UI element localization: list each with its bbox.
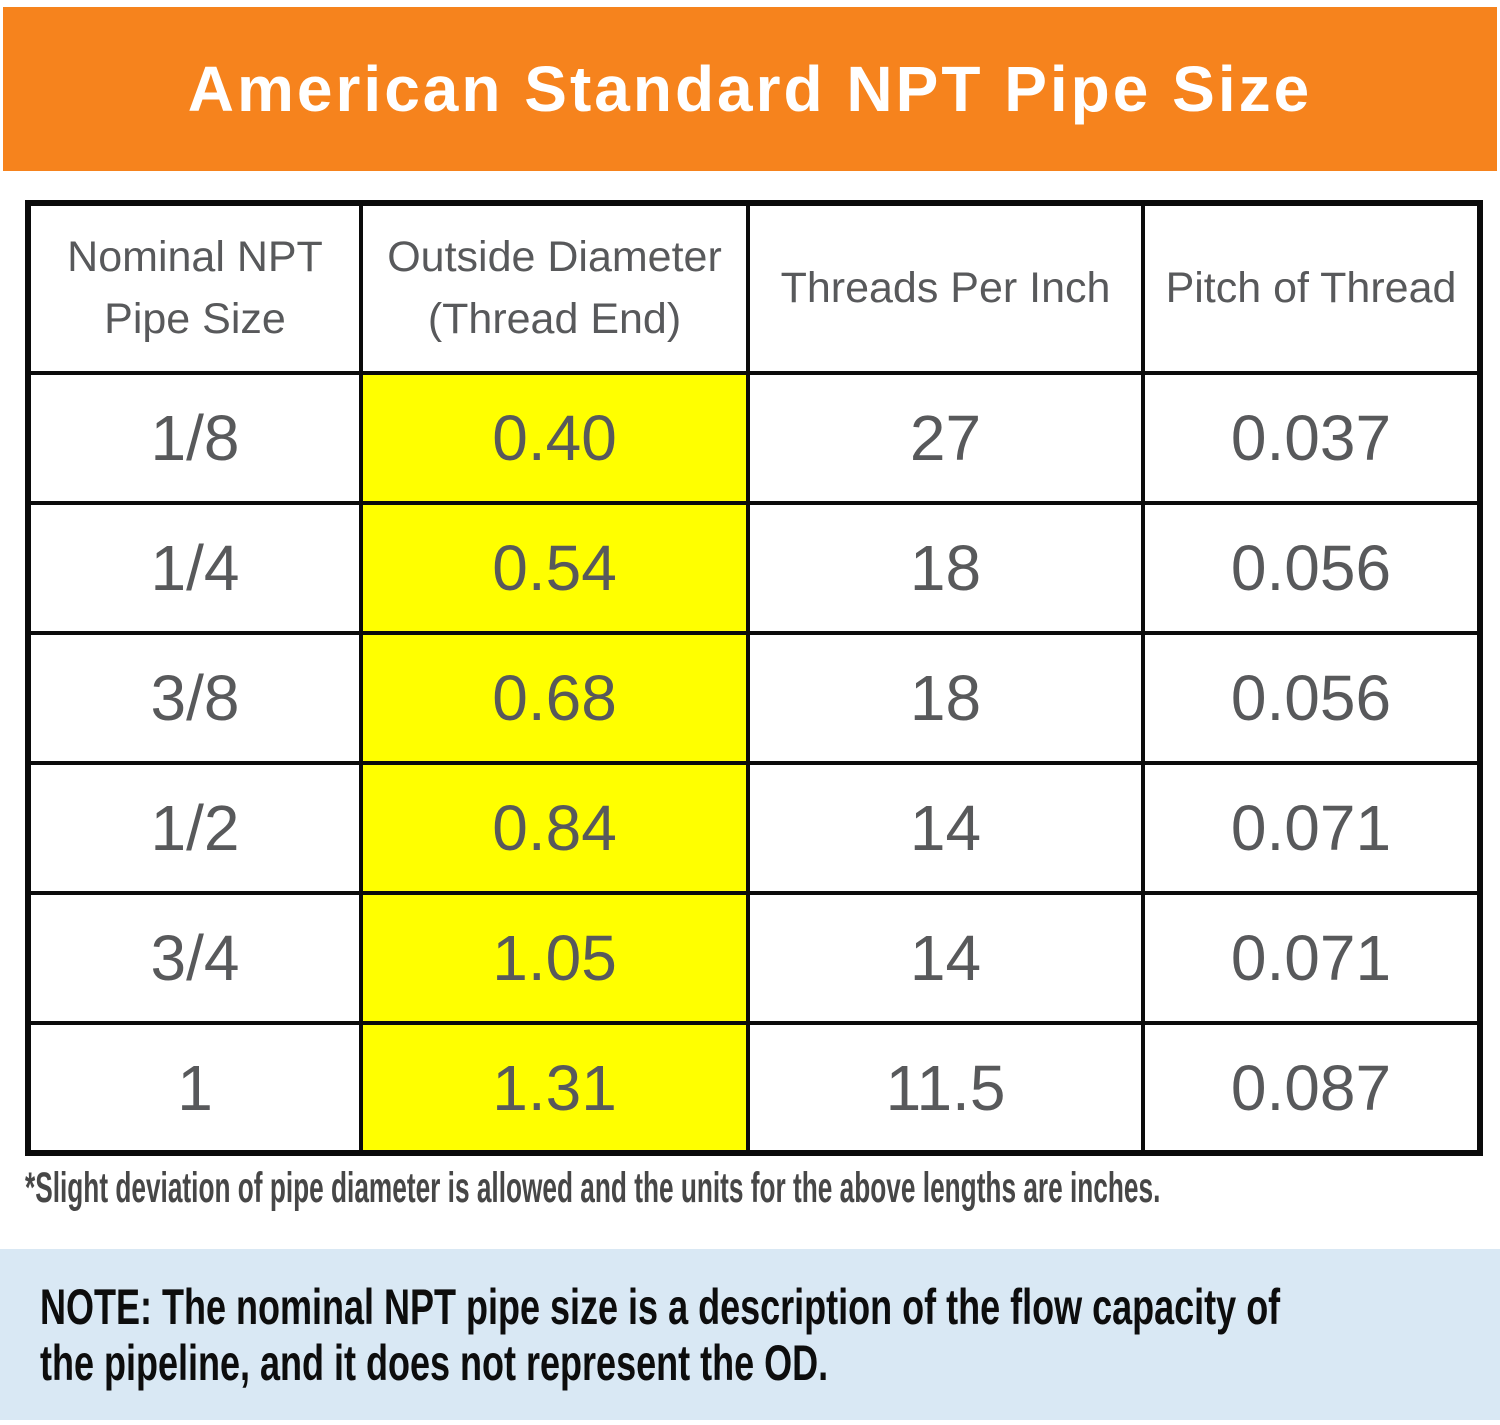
cell-pipe-size: 1/8 [26, 371, 363, 505]
col-header-nominal-pipe-size: Nominal NPT Pipe Size [26, 201, 363, 375]
footnote: *Slight deviation of pipe diameter is al… [25, 1164, 1161, 1212]
cell-pipe-size: 1/2 [26, 761, 363, 895]
cell-pitch-of-thread: 0.071 [1141, 761, 1482, 895]
header-row: Nominal NPT Pipe Size Outside Diameter (… [26, 201, 1482, 375]
cell-pitch-of-thread: 0.056 [1141, 631, 1482, 765]
table-row: 1/4 0.54 18 0.056 [26, 501, 1482, 635]
npt-pipe-size-table: Nominal NPT Pipe Size Outside Diameter (… [25, 200, 1483, 1156]
cell-threads-per-inch: 18 [746, 631, 1145, 765]
note-line-1: NOTE: The nominal NPT pipe size is a des… [40, 1279, 1281, 1335]
cell-pitch-of-thread: 0.087 [1141, 1021, 1482, 1155]
cell-outside-diameter: 0.84 [359, 761, 750, 895]
cell-pitch-of-thread: 0.056 [1141, 501, 1482, 635]
page-title: American Standard NPT Pipe Size [187, 53, 1313, 125]
note-box: NOTE: The nominal NPT pipe size is a des… [0, 1249, 1500, 1420]
col-header-pitch-of-thread: Pitch of Thread [1141, 201, 1482, 375]
cell-outside-diameter: 0.40 [359, 371, 750, 505]
table-row: 3/4 1.05 14 0.071 [26, 891, 1482, 1025]
cell-threads-per-inch: 11.5 [746, 1021, 1145, 1155]
cell-threads-per-inch: 18 [746, 501, 1145, 635]
table-row: 3/8 0.68 18 0.056 [26, 631, 1482, 765]
table-row: 1/2 0.84 14 0.071 [26, 761, 1482, 895]
cell-outside-diameter: 1.31 [359, 1021, 750, 1155]
table-row: 1/8 0.40 27 0.037 [26, 371, 1482, 505]
cell-pitch-of-thread: 0.071 [1141, 891, 1482, 1025]
cell-pipe-size: 1 [26, 1021, 363, 1155]
cell-pipe-size: 3/8 [26, 631, 363, 765]
cell-outside-diameter: 0.54 [359, 501, 750, 635]
col-header-outside-diameter: Outside Diameter (Thread End) [359, 201, 750, 375]
cell-threads-per-inch: 27 [746, 371, 1145, 505]
cell-pipe-size: 3/4 [26, 891, 363, 1025]
col-header-threads-per-inch: Threads Per Inch [746, 201, 1145, 375]
cell-threads-per-inch: 14 [746, 761, 1145, 895]
cell-outside-diameter: 0.68 [359, 631, 750, 765]
table-row: 1 1.31 11.5 0.087 [26, 1021, 1482, 1155]
note-line-2: the pipeline, and it does not represent … [40, 1335, 829, 1391]
cell-pitch-of-thread: 0.037 [1141, 371, 1482, 505]
cell-threads-per-inch: 14 [746, 891, 1145, 1025]
cell-outside-diameter: 1.05 [359, 891, 750, 1025]
cell-pipe-size: 1/4 [26, 501, 363, 635]
title-banner: American Standard NPT Pipe Size [3, 7, 1497, 171]
